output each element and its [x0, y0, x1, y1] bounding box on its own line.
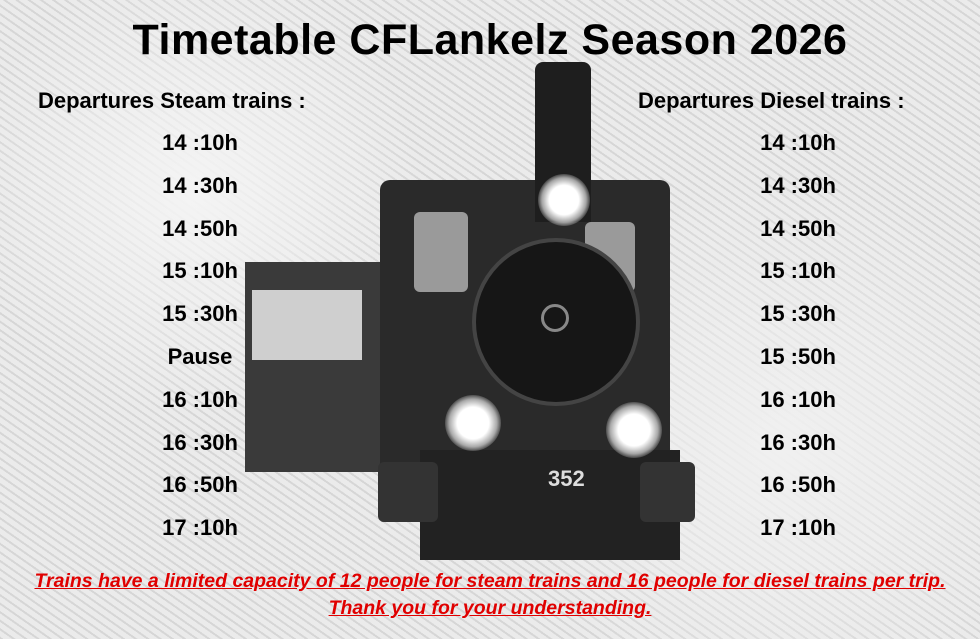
diesel-departure: 16 :50h [760, 472, 836, 498]
steam-departure: 16 :10h [162, 386, 238, 412]
diesel-departure: 15 :10h [760, 258, 836, 284]
headlamp-left [445, 395, 501, 451]
capacity-notice: Trains have a limited capacity of 12 peo… [34, 570, 946, 619]
diesel-departure: 14 :30h [760, 172, 836, 198]
steam-departure: 14 :30h [162, 172, 238, 198]
steam-departure: 17 :10h [162, 515, 238, 541]
steam-pause: Pause [167, 343, 233, 369]
locomotive-number-plate: 352 [548, 466, 585, 491]
steam-departure: 14 :10h [162, 130, 238, 155]
steam-departure: 16 :30h [162, 429, 238, 455]
diesel-departure: 17 :10h [760, 515, 836, 541]
steam-departure: 15 :30h [162, 301, 238, 327]
diesel-departure: 15 :30h [760, 301, 836, 327]
headlamp-right [606, 402, 662, 458]
steam-departure: 14 :50h [162, 215, 238, 241]
diesel-departure: 14 :10h [760, 130, 836, 155]
steam-departure: 16 :50h [162, 472, 238, 498]
diesel-departures-list: 14 :10h 14 :30h 14 :50h 15 :10h 15 :30h … [698, 128, 898, 556]
headlamp-top [538, 174, 590, 226]
diesel-header: Departures Diesel trains : [638, 88, 905, 113]
diesel-departure: 16 :30h [760, 429, 836, 455]
diesel-departure: 14 :50h [760, 215, 836, 241]
diesel-departure: 15 :50h [760, 343, 836, 369]
steam-departures-list: 14 :10h 14 :30h 14 :50h 15 :10h 15 :30h … [100, 128, 300, 556]
steam-header: Departures Steam trains : [38, 88, 306, 113]
page-title: Timetable CFLankelz Season 2026 [132, 16, 848, 64]
steam-departure: 15 :10h [162, 258, 238, 284]
diesel-departure: 16 :10h [760, 386, 836, 412]
